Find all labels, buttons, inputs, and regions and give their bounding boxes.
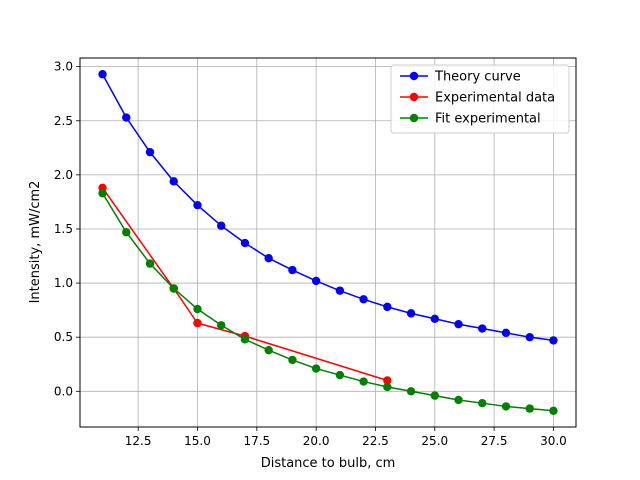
y-tick-label: 1.0: [54, 276, 73, 290]
data-point: [217, 221, 226, 230]
legend: Theory curve Experimental data Fit experim…: [390, 64, 570, 134]
data-point: [240, 238, 250, 248]
data-point: [359, 377, 368, 386]
data-point: [145, 147, 155, 157]
data-point: [122, 113, 131, 122]
data-point: [383, 376, 392, 385]
x-axis-label: Distance to bulb, cm: [261, 456, 396, 471]
data-point: [430, 314, 439, 323]
x-tick-label: 20.0: [303, 434, 330, 448]
data-point: [383, 382, 392, 392]
y-tick-label: 2.0: [54, 168, 73, 182]
series-theory-curve: [98, 70, 558, 345]
y-tick-label: 0.0: [54, 384, 73, 398]
data-point: [383, 302, 392, 312]
data-point: [359, 295, 368, 304]
legend-label: Fit experimental: [435, 112, 541, 127]
data-point: [335, 286, 345, 295]
data-point: [98, 70, 107, 79]
series-fit-experimental: [98, 189, 558, 415]
y-tick-label: 0.5: [54, 330, 73, 344]
y-axis: 0.0 0.5 1.0 1.5 2.0 2.5 3.0: [54, 60, 80, 398]
data-point: [98, 189, 107, 198]
data-point: [169, 284, 178, 293]
legend-marker: [409, 113, 419, 123]
data-point: [454, 395, 463, 405]
y-tick-label: 3.0: [54, 60, 73, 74]
data-point: [406, 387, 416, 396]
data-point: [288, 265, 297, 275]
data-point: [311, 276, 321, 286]
data-point: [193, 304, 202, 314]
data-point: [217, 321, 226, 330]
data-point: [406, 309, 416, 318]
x-axis: 12.5 15.0 17.5 20.0 22.5 25.0 27.5 30.0: [125, 427, 567, 448]
x-tick-label: 25.0: [421, 434, 448, 448]
data-point: [122, 228, 131, 237]
x-tick-label: 30.0: [540, 434, 567, 448]
series-layer: [98, 70, 558, 415]
data-point: [549, 336, 558, 345]
x-tick-label: 22.5: [362, 434, 389, 448]
data-point: [145, 259, 155, 268]
data-point: [264, 345, 273, 355]
data-point: [525, 404, 534, 413]
y-tick-label: 2.5: [54, 114, 73, 128]
data-point: [454, 319, 463, 329]
x-tick-label: 27.5: [481, 434, 508, 448]
legend-item: Experimental data: [400, 91, 555, 106]
data-point: [478, 398, 487, 408]
legend-marker: [409, 71, 419, 81]
data-point: [193, 318, 202, 328]
data-point: [240, 335, 250, 344]
plot-frame: [79, 57, 577, 428]
data-point: [169, 177, 178, 186]
x-tick-label: 17.5: [243, 434, 270, 448]
legend-item: Theory curve: [400, 70, 521, 85]
data-point: [288, 355, 297, 365]
data-point: [430, 391, 439, 400]
legend-item: Fit experimental: [400, 112, 541, 127]
legend-label: Experimental data: [435, 91, 555, 106]
legend-label: Theory curve: [434, 70, 521, 85]
data-point: [549, 406, 558, 415]
x-tick-label: 15.0: [184, 434, 211, 448]
data-point: [478, 324, 487, 333]
y-axis-label: Intensity, mW/cm2: [28, 181, 43, 304]
data-point: [335, 370, 345, 380]
data-point: [193, 200, 202, 210]
data-point: [501, 402, 511, 411]
legend-marker: [409, 92, 419, 102]
data-point: [501, 328, 511, 338]
data-point: [264, 253, 273, 263]
y-tick-label: 1.5: [54, 222, 73, 236]
x-tick-label: 12.5: [125, 434, 152, 448]
data-point: [311, 364, 321, 373]
data-point: [525, 332, 534, 342]
legend-box: [390, 64, 570, 134]
